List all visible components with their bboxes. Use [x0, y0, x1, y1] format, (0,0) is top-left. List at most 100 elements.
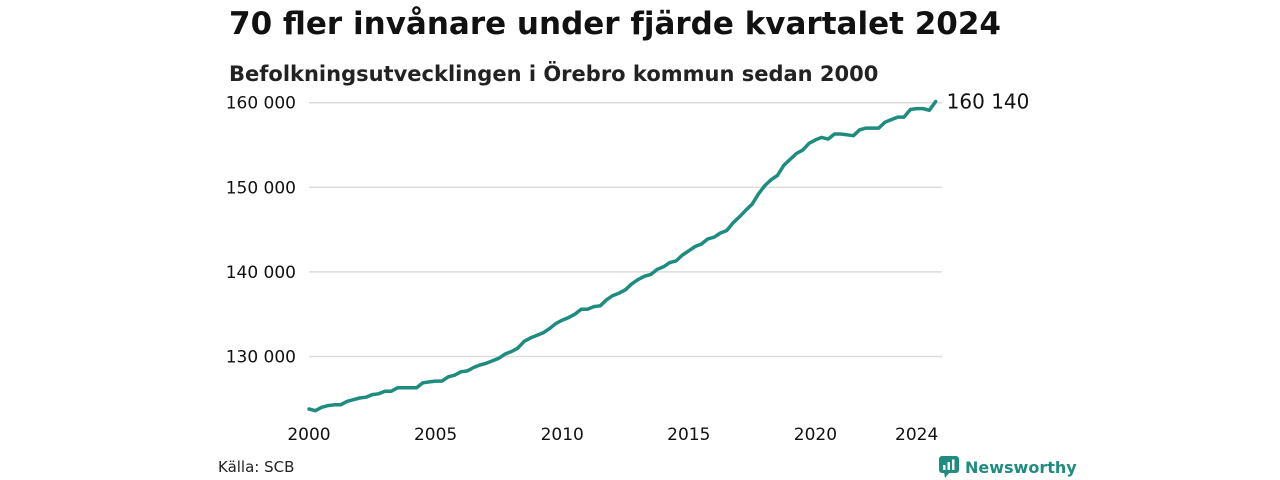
data-point — [599, 304, 602, 307]
data-point — [561, 319, 564, 322]
data-point — [744, 209, 747, 212]
data-point — [409, 386, 412, 389]
data-point — [700, 242, 703, 246]
end-value-label: 160 140 — [947, 90, 1030, 114]
data-point — [706, 237, 709, 241]
data-point — [782, 164, 785, 167]
data-point — [890, 118, 893, 121]
data-point — [580, 308, 583, 311]
data-point — [795, 152, 798, 155]
data-point — [643, 275, 646, 278]
data-point — [801, 148, 804, 152]
x-tick-label: 2010 — [541, 425, 584, 445]
data-point — [687, 249, 690, 252]
data-point — [649, 273, 652, 276]
x-tick-label: 2005 — [414, 425, 457, 445]
data-point — [618, 291, 621, 295]
data-point — [333, 403, 336, 406]
population-line-chart: 130 000 140 000 150 000 160 000 2000 2005 201… — [226, 90, 1030, 445]
data-point — [402, 386, 406, 389]
data-point — [839, 132, 842, 136]
x-tick-label: 2015 — [667, 425, 710, 445]
data-point — [523, 340, 526, 343]
data-point — [769, 178, 773, 181]
data-point — [637, 278, 640, 281]
data-point — [504, 352, 507, 356]
data-point — [339, 403, 342, 406]
data-point — [712, 236, 716, 239]
data-point — [934, 100, 937, 103]
data-point — [719, 231, 722, 235]
data-point — [573, 313, 577, 316]
x-tick-label: 2000 — [287, 425, 330, 445]
data-point — [807, 142, 811, 145]
data-point — [358, 396, 361, 400]
data-point — [320, 406, 323, 409]
x-tick-label: 2024 — [895, 425, 938, 445]
data-point — [820, 136, 823, 139]
data-point — [510, 350, 513, 353]
data-point — [750, 203, 754, 206]
data-point — [814, 138, 817, 142]
data-point — [345, 400, 349, 403]
data-point — [624, 288, 627, 291]
data-point — [681, 253, 684, 257]
brand-logo[interactable]: Newsworthy — [939, 456, 1077, 478]
data-point — [478, 363, 482, 367]
data-point — [548, 327, 551, 330]
source-note: Källa: SCB — [218, 458, 295, 476]
data-point — [883, 121, 887, 124]
data-point — [497, 357, 501, 360]
data-point — [567, 316, 570, 319]
data-point — [605, 298, 608, 301]
data-point — [896, 115, 899, 119]
data-point — [674, 259, 678, 263]
data-point — [858, 128, 861, 131]
data-point — [871, 126, 874, 130]
data-point — [592, 305, 596, 308]
data-point — [383, 390, 387, 393]
data-point — [485, 362, 488, 365]
data-point — [459, 370, 463, 373]
data-point — [738, 215, 741, 219]
brand-name: Newsworthy — [965, 457, 1077, 477]
data-point — [864, 126, 868, 130]
gridlines — [309, 101, 942, 358]
data-point — [586, 308, 589, 311]
data-point — [656, 268, 659, 271]
y-tick-label: 130 000 — [226, 348, 296, 368]
data-point — [630, 282, 633, 285]
data-point — [535, 334, 539, 337]
chart-subtitle: Befolkningsutvecklingen i Örebro kommun … — [229, 62, 879, 86]
data-point — [440, 379, 444, 383]
data-point — [731, 221, 735, 224]
data-point — [668, 261, 671, 264]
data-point — [725, 229, 728, 232]
data-point — [421, 381, 425, 384]
data-point — [371, 393, 374, 396]
data-point — [314, 409, 317, 412]
data-point — [902, 115, 906, 119]
data-point — [352, 398, 355, 401]
x-axis-tick-labels: 2000 2005 2010 2015 2020 2024 — [287, 425, 938, 445]
y-axis-tick-labels: 130 000 140 000 150 000 160 000 — [226, 94, 296, 368]
data-point — [434, 379, 437, 383]
data-point — [472, 366, 475, 369]
newsworthy-logo-icon — [939, 456, 959, 478]
data-point — [921, 107, 925, 110]
data-point — [529, 336, 532, 340]
data-point — [833, 132, 836, 136]
data-point — [415, 386, 418, 389]
y-tick-label: 160 000 — [226, 94, 296, 114]
data-point — [491, 359, 494, 362]
data-point — [693, 245, 697, 248]
data-point — [428, 380, 431, 384]
series-line — [307, 99, 938, 413]
data-point — [662, 265, 665, 268]
y-tick-label: 140 000 — [226, 263, 296, 283]
data-point — [776, 174, 779, 177]
y-tick-label: 150 000 — [226, 178, 296, 198]
data-point — [611, 294, 614, 297]
data-point — [447, 375, 450, 378]
data-point — [326, 404, 330, 407]
